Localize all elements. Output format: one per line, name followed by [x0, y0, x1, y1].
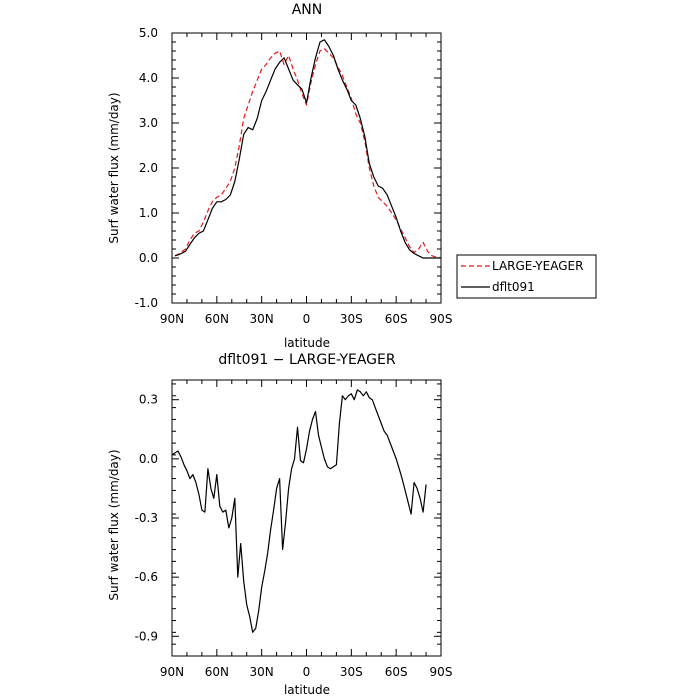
tick-marks	[171, 380, 442, 657]
series-line-dflt091	[174, 39, 441, 259]
chart-title: ANN	[292, 2, 323, 18]
y-axis-label: Surf water flux (mm/day)	[107, 92, 121, 243]
tick-labels: 90N 60N 30N 0 30S 60S 90S -0.9 -0.6 -0.3 0.0 0.3	[135, 393, 453, 679]
legend: LARGE-YEAGER dflt091	[456, 254, 597, 299]
y-tick-label: -0.6	[135, 570, 158, 584]
x-tick-label: 60N	[205, 665, 229, 679]
x-tick-label: 30S	[340, 665, 363, 679]
y-tick-label: -0.3	[135, 511, 158, 525]
x-tick-label: 60N	[205, 312, 229, 326]
legend-label-large-yeager: LARGE-YEAGER	[492, 259, 583, 273]
chart-title: dflt091 − LARGE-YEAGER	[218, 352, 395, 368]
panel-bottom: dflt091 − LARGE-YEAGER Surf water flux (…	[107, 352, 452, 697]
series-lines	[171, 389, 427, 633]
y-tick-label: 0.0	[139, 452, 158, 466]
legend-box	[456, 254, 597, 299]
plot-frame	[171, 32, 442, 304]
x-tick-label: 0	[303, 312, 311, 326]
y-tick-label: 4.0	[139, 71, 158, 85]
tick-marks	[171, 32, 442, 304]
tick-labels: 90N 60N 30N 0 30S 60S 90S -1.0 0.0 1.0 2.0 3.0 4.0 5.…	[135, 26, 453, 326]
y-tick-label: -0.9	[135, 629, 158, 643]
x-axis-label: latitude	[284, 336, 330, 350]
y-tick-label: 2.0	[139, 161, 158, 175]
y-tick-label: 0.3	[139, 393, 158, 407]
x-tick-label: 0	[303, 665, 311, 679]
x-tick-label: 90S	[430, 665, 453, 679]
series-line-difference-0	[171, 389, 427, 633]
y-tick-label: 5.0	[139, 26, 158, 40]
x-tick-label: 90N	[160, 312, 184, 326]
y-axis-label: Surf water flux (mm/day)	[107, 449, 121, 600]
x-tick-label: 60S	[385, 312, 408, 326]
plot-frame	[171, 379, 442, 657]
x-tick-label: 60S	[385, 665, 408, 679]
y-tick-label: 0.0	[139, 251, 158, 265]
x-tick-label: 30N	[250, 665, 274, 679]
panel-top: ANN Surf water flux (mm/day) latitude 90…	[107, 2, 597, 350]
x-tick-label: 30N	[250, 312, 274, 326]
x-tick-label: 90N	[160, 665, 184, 679]
x-tick-label: 30S	[340, 312, 363, 326]
x-tick-label: 90S	[430, 312, 453, 326]
series-lines	[174, 39, 442, 259]
series-line-large-yeager	[174, 48, 442, 259]
x-axis-label: latitude	[284, 683, 330, 697]
y-tick-label: 1.0	[139, 206, 158, 220]
legend-label-dflt091: dflt091	[492, 280, 535, 294]
y-tick-label: -1.0	[135, 296, 158, 310]
y-tick-label: 3.0	[139, 116, 158, 130]
